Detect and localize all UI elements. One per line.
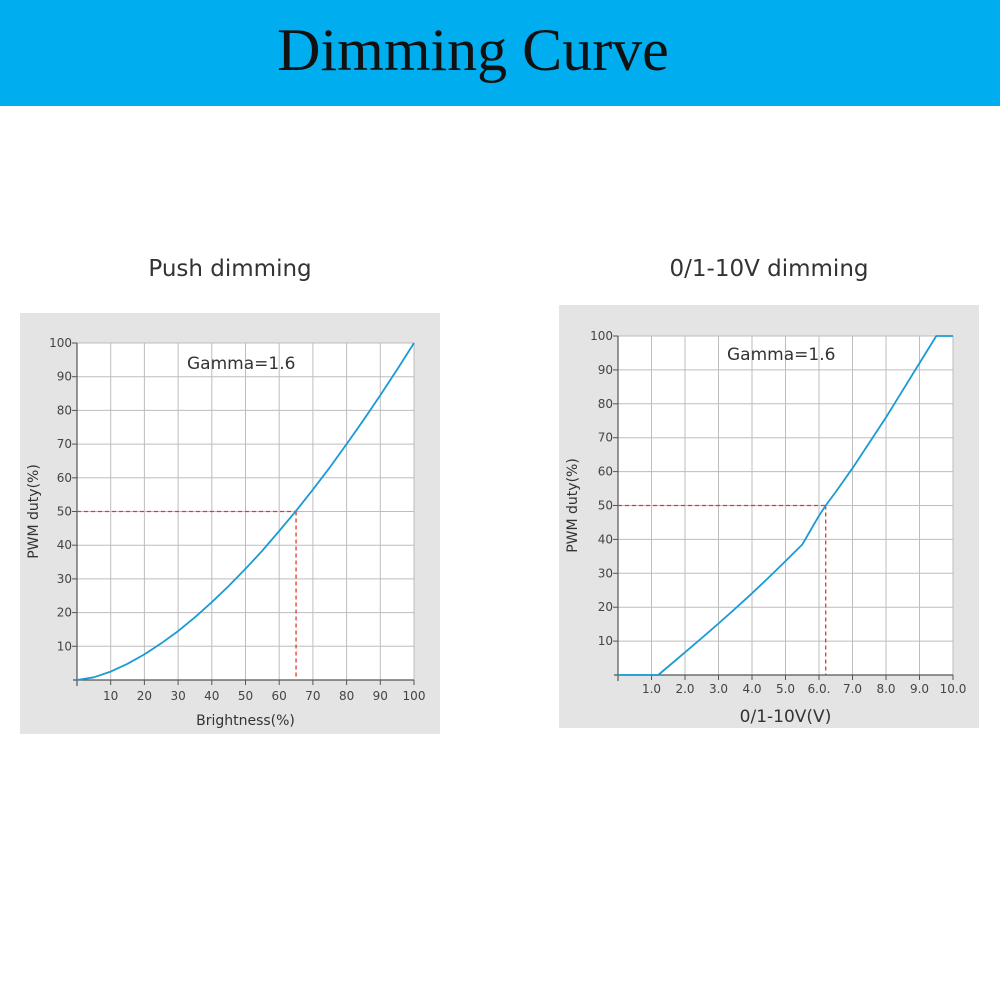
y-tick-label: 60 [57,471,72,485]
x-tick-label: 1.0 [642,682,661,696]
y-tick-label: 40 [598,532,613,546]
y-tick-label: 30 [57,572,72,586]
x-tick-label: 80 [339,689,354,703]
y-tick-label: 80 [598,397,613,411]
y-axis-label: PWM duty(%) [26,464,42,559]
x-tick-label: 20 [137,689,152,703]
x-axis-label: 0/1-10V(V) [740,707,832,727]
y-tick-label: 10 [598,634,613,648]
y-tick-label: 40 [57,538,72,552]
x-tick-label: 30 [170,689,185,703]
x-tick-label: 8.0 [876,682,895,696]
y-axis-label: PWM duty(%) [565,458,581,553]
chart-title-push-dimming: Push dimming [148,256,312,282]
dimming-curve [76,342,415,681]
chart-title-voltage-dimming: 0/1-10V dimming [669,256,869,282]
push-dimming-chart: 10 20 30 40 50 60 70 80 90 100 10 20 30 40 50 60 70 80 90 1… [26,336,426,729]
y-tick-label: 10 [57,639,72,653]
y-tick-label: 100 [590,329,613,343]
y-tick-label: 50 [57,505,72,519]
x-tick-label: 40 [204,689,219,703]
x-tick-label: 3.0 [709,682,728,696]
x-tick-label: 90 [373,689,388,703]
y-tick-label: 80 [57,403,72,417]
chart-panel-push-dimming: 10 20 30 40 50 60 70 80 90 100 10 20 30 40 50 60 70 80 90 1… [20,313,440,734]
dimming-curve [618,335,953,676]
x-tick-label: 4.0 [742,682,761,696]
y-tick-label: 20 [57,606,72,620]
y-tick-label: 30 [598,566,613,580]
y-tick-label: 90 [598,363,613,377]
y-tick-label: 20 [598,600,613,614]
x-tick-label: 10 [103,689,118,703]
x-tick-label: 10.0 [940,682,967,696]
y-tick-label: 70 [57,437,72,451]
gamma-annotation: Gamma=1.6 [187,354,295,374]
voltage-dimming-chart: 1.0 2.0 3.0 4.0 5.0 6.0. 7.0 8.0 9.0 10.0 10 20 30 40… [565,329,967,727]
page-title: Dimming Curve [277,17,669,83]
x-axis-label: Brightness(%) [196,713,295,729]
x-tick-label: 9.0 [910,682,929,696]
x-tick-label: 70 [305,689,320,703]
y-tick-label: 50 [598,499,613,513]
y-tick-label: 60 [598,465,613,479]
x-tick-label: 50 [238,689,253,703]
title-banner: Dimming Curve [0,0,1000,106]
x-tick-label: 100 [403,689,426,703]
gamma-annotation: Gamma=1.6 [727,345,835,365]
y-tick-label: 90 [57,370,72,384]
x-tick-label: 7.0 [843,682,862,696]
y-tick-label: 100 [49,336,72,350]
x-tick-label: 6.0. [808,682,831,696]
x-tick-label: 60 [272,689,287,703]
x-tick-label: 2.0 [675,682,694,696]
x-tick-label: 5.0 [776,682,795,696]
chart-panel-voltage-dimming: 1.0 2.0 3.0 4.0 5.0 6.0. 7.0 8.0 9.0 10.0 10 20 30 40… [559,305,979,728]
y-tick-label: 70 [598,431,613,445]
